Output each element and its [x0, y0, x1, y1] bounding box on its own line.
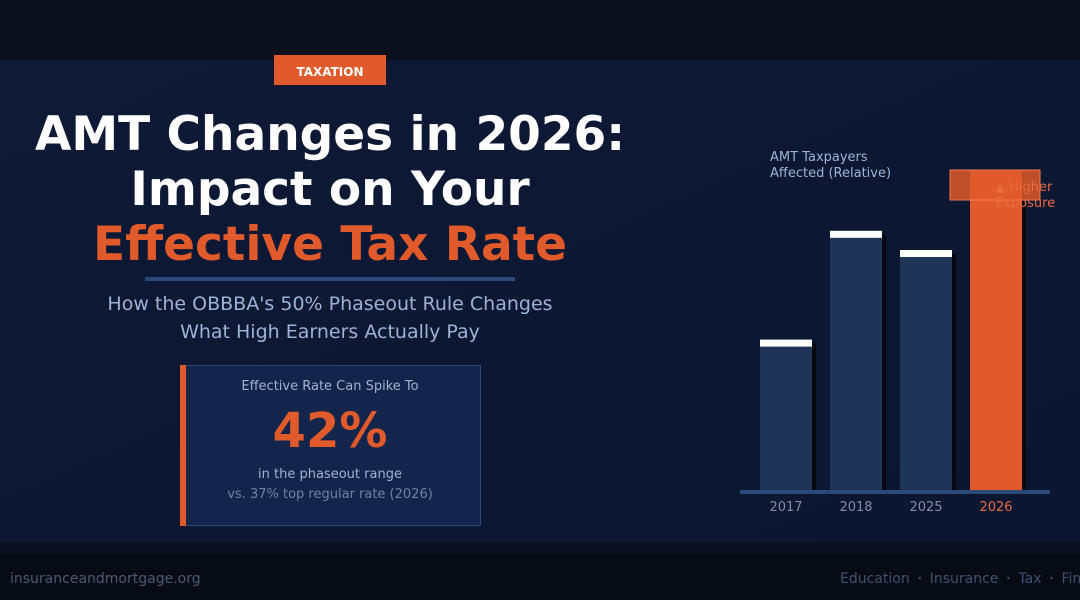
title-line: Effective Tax Rate: [93, 217, 567, 272]
subtitle-line: What High Earners Actually Pay: [180, 321, 480, 343]
bar: [760, 339, 812, 490]
site-name: insuranceandmortgage.org: [10, 571, 201, 587]
bar-cap: [760, 339, 812, 347]
title-line: AMT Changes in 2026:: [35, 107, 625, 162]
footer-bar: [0, 555, 1080, 600]
nav-link[interactable]: Tax: [1017, 571, 1041, 587]
nav-separator: [1007, 576, 1010, 580]
annotation: Exposure: [995, 196, 1055, 211]
divider: [145, 277, 515, 281]
title-line: Impact on Your: [130, 162, 530, 217]
bar: [970, 170, 1022, 490]
subtitle-line: How the OBBBA's 50% Phaseout Rule Change…: [107, 293, 552, 315]
nav-separator: [1050, 576, 1053, 580]
chart-title: Affected (Relative): [770, 166, 891, 181]
bar: [900, 250, 952, 490]
top-bar: [0, 0, 1080, 60]
x-tick-label: 2017: [769, 500, 802, 515]
bar: [830, 230, 882, 491]
card-comparison: vs. 37% top regular rate (2026): [227, 487, 433, 502]
chart-title: AMT Taxpayers: [770, 150, 868, 165]
card-caption: Effective Rate Can Spike To: [241, 379, 418, 394]
bar-cap: [830, 230, 882, 238]
stat-card: [180, 365, 481, 526]
card-note: in the phaseout range: [258, 467, 402, 482]
nav-link[interactable]: Insurance: [930, 571, 999, 587]
x-tick-label: 2026: [979, 500, 1012, 515]
x-tick-label: 2018: [839, 500, 872, 515]
nav-separator: [918, 576, 921, 580]
card-figure: 42%: [273, 403, 388, 459]
x-tick-label: 2025: [909, 500, 942, 515]
footer-nav: Education Insurance Tax Finance: [840, 571, 1080, 587]
nav-link[interactable]: Finance: [1062, 571, 1080, 587]
tag-badge: [274, 55, 386, 85]
bar-cap: [900, 250, 952, 257]
nav-link[interactable]: Education: [840, 571, 910, 587]
baseline: [740, 490, 1050, 494]
annotation-box: [949, 169, 1041, 201]
card-accent: [180, 365, 186, 526]
annotation: ▲ Higher: [995, 180, 1053, 195]
tag: TAXATION: [296, 65, 363, 79]
